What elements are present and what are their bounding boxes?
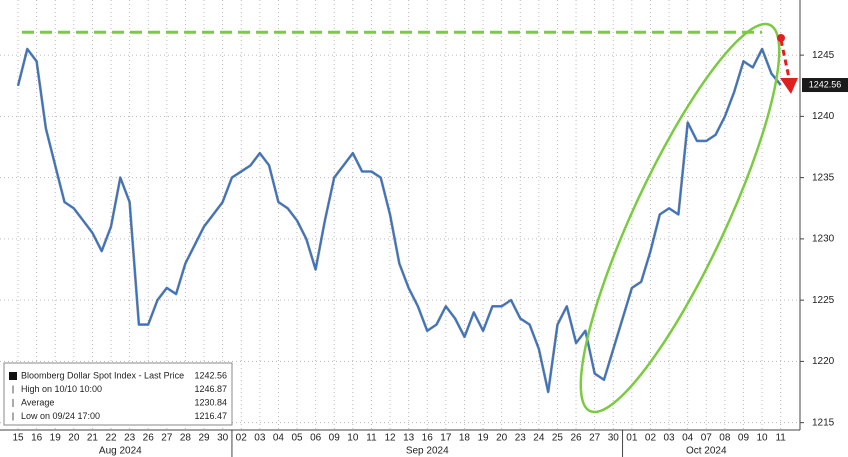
legend-value: 1242.56 — [194, 370, 227, 380]
month-label: Oct 2024 — [686, 446, 727, 457]
x-tick-label: 22 — [105, 433, 117, 444]
x-tick-label: 03 — [254, 433, 266, 444]
x-tick-label: 06 — [310, 433, 322, 444]
y-tick-label: 1225 — [812, 295, 835, 306]
arrow-shaft — [779, 39, 791, 79]
x-tick-label: 28 — [180, 433, 192, 444]
last-price-label: 1242.56 — [809, 79, 842, 89]
y-tick-label: 1235 — [812, 172, 835, 183]
x-tick-label: 26 — [570, 433, 582, 444]
y-tick-label: 1245 — [812, 50, 835, 61]
y-tick-label: 1215 — [812, 417, 835, 428]
legend-label: Average — [21, 397, 54, 407]
x-tick-label: 26 — [143, 433, 155, 444]
x-tick-label: 02 — [645, 433, 657, 444]
x-tick-label: 10 — [756, 433, 768, 444]
month-label: Sep 2024 — [406, 446, 449, 457]
arrow-dot — [777, 34, 785, 42]
x-tick-label: 16 — [422, 433, 434, 444]
highlight-ellipse — [579, 22, 781, 414]
x-tick-label: 16 — [31, 433, 43, 444]
x-tick-label: 27 — [161, 433, 173, 444]
x-tick-label: 11 — [775, 433, 786, 444]
annotations: 1242.56 — [22, 22, 848, 414]
x-tick-label: 21 — [87, 433, 99, 444]
x-tick-label: 08 — [719, 433, 731, 444]
last-price-box — [802, 78, 848, 93]
x-tick-label: 09 — [329, 433, 341, 444]
x-tick-label: 29 — [198, 433, 210, 444]
x-tick-label: 25 — [552, 433, 564, 444]
x-tick-label: 02 — [236, 433, 248, 444]
x-tick-label: 27 — [589, 433, 601, 444]
legend-label: High on 10/10 10:00 — [21, 384, 102, 394]
x-tick-label: 30 — [608, 433, 620, 444]
series-line — [17, 48, 782, 393]
x-tick-label: 11 — [366, 433, 377, 444]
x-tick-label: 04 — [273, 433, 285, 444]
arrow-head — [780, 78, 798, 94]
legend-swatch — [9, 372, 17, 380]
month-label: Aug 2024 — [99, 446, 142, 457]
x-tick-label: 10 — [347, 433, 359, 444]
y-tick-label: 1230 — [812, 234, 835, 245]
x-tick-label: 15 — [12, 433, 24, 444]
x-tick-label: 23 — [515, 433, 527, 444]
x-tick-label: 13 — [403, 433, 415, 444]
x-tick-label: 20 — [68, 433, 80, 444]
x-tick-label: 12 — [384, 433, 396, 444]
x-tick-label: 19 — [477, 433, 489, 444]
x-tick-label: 03 — [663, 433, 675, 444]
x-tick-label: 04 — [682, 433, 694, 444]
legend: Bloomberg Dollar Spot Index - Last Price… — [3, 362, 233, 426]
y-tick-label: 1220 — [812, 356, 835, 367]
x-tick-label: 23 — [124, 433, 136, 444]
x-tick-label: 19 — [50, 433, 62, 444]
x-tick-label: 07 — [701, 433, 713, 444]
x-tick-label: 01 — [626, 433, 638, 444]
x-tick-label: 18 — [459, 433, 471, 444]
x-tick-label: 05 — [291, 433, 303, 444]
legend-value: 1216.47 — [194, 411, 227, 421]
legend-label: Low on 09/24 17:00 — [21, 411, 100, 421]
x-tick-label: 09 — [738, 433, 750, 444]
plot — [16, 47, 782, 394]
x-tick-label: 30 — [217, 433, 229, 444]
x-tick-label: 17 — [440, 433, 452, 444]
grid — [0, 0, 800, 430]
legend-value: 1246.87 — [194, 384, 227, 394]
x-tick-label: 20 — [496, 433, 508, 444]
x-tick-label: 24 — [533, 433, 545, 444]
legend-label: Bloomberg Dollar Spot Index - Last Price — [21, 370, 184, 380]
legend-box — [3, 362, 233, 426]
legend-value: 1230.84 — [194, 397, 227, 407]
y-tick-label: 1240 — [812, 111, 835, 122]
